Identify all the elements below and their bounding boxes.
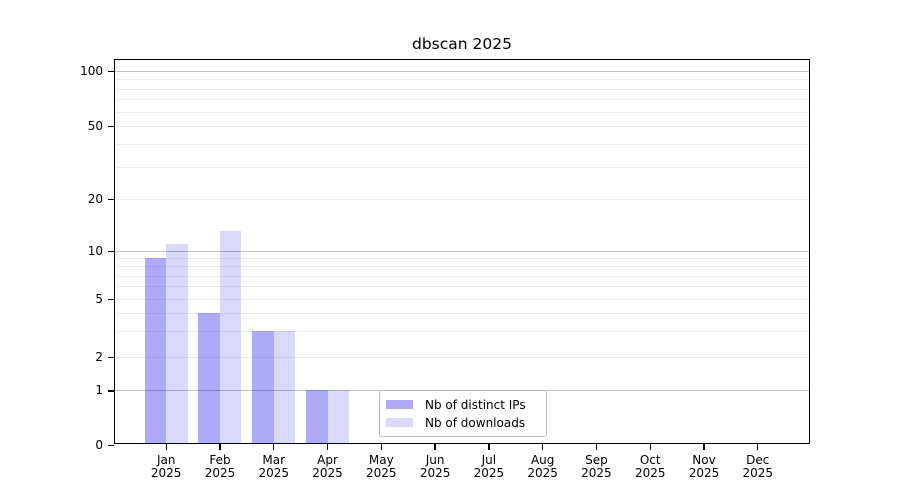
- y-axis-tick-label: 50: [87, 119, 103, 133]
- gridline-major: [115, 251, 809, 252]
- legend-label-downloads: Nb of downloads: [425, 415, 526, 430]
- legend-label-distinct-ips: Nb of distinct IPs: [425, 397, 526, 412]
- gridline-minor: [115, 111, 809, 113]
- gridline-major: [115, 71, 809, 72]
- y-axis-tick-mark: [108, 445, 114, 447]
- x-axis-tick-mark: [649, 443, 651, 450]
- gridline-minor: [115, 266, 809, 268]
- x-axis-tick-label: Nov 2025: [688, 452, 720, 480]
- y-axis-tick-mark: [108, 356, 114, 359]
- x-axis-tick-mark: [703, 443, 705, 450]
- y-axis-tick-label: 0: [95, 438, 103, 452]
- y-axis-tick-mark: [108, 390, 114, 392]
- x-axis-tick-mark: [165, 443, 167, 450]
- gridline-minor: [115, 286, 809, 288]
- gridline-minor: [115, 275, 809, 277]
- x-axis-tick-label: Jul 2025: [473, 452, 505, 480]
- bar-downloads-mar: [273, 331, 296, 445]
- x-axis-tick-label: May 2025: [366, 452, 397, 480]
- bar-downloads-apr: [327, 390, 350, 445]
- legend-swatch-downloads-icon: [386, 417, 413, 428]
- bar-distinct-ips-apr: [306, 390, 328, 445]
- gridline-minor: [115, 198, 809, 200]
- x-axis-tick-label: Jun 2025: [419, 452, 451, 480]
- y-axis-tick-mark: [108, 71, 114, 73]
- chart-title: dbscan 2025: [412, 35, 512, 53]
- gridline-minor: [115, 313, 809, 315]
- legend-item-downloads: Nb of downloads: [386, 416, 540, 430]
- bar-distinct-ips-feb: [198, 313, 220, 445]
- plot-area: 0 1 2 5 10 20 50 100 Jan 2025 Feb 2025 Mar 2025 Apr…: [80, 59, 810, 480]
- gridline-minor: [115, 331, 809, 333]
- gridline-minor: [115, 143, 809, 145]
- y-axis-tick-mark: [108, 299, 114, 301]
- x-axis-tick-mark: [326, 443, 329, 450]
- gridline-minor: [115, 99, 809, 101]
- gridline-minor: [115, 299, 809, 300]
- legend: Nb of distinct IPs Nb of downloads: [379, 390, 547, 437]
- bar-distinct-ips-jan: [144, 258, 167, 445]
- x-axis-tick-mark: [488, 443, 490, 450]
- legend-item-distinct-ips: Nb of distinct IPs: [386, 398, 540, 412]
- x-axis-tick-label: Aug 2025: [527, 452, 558, 480]
- x-axis-tick-label: Dec 2025: [742, 452, 774, 480]
- y-axis-tick-label: 2: [95, 349, 103, 364]
- y-axis-tick-label: 20: [87, 191, 103, 206]
- x-axis-tick-label: Mar 2025: [258, 452, 290, 480]
- gridline-minor: [115, 258, 809, 260]
- x-axis-tick-mark: [380, 443, 382, 450]
- x-axis-tick-mark: [219, 443, 221, 450]
- x-axis-tick-mark: [595, 443, 598, 450]
- x-axis-tick-label: Feb 2025: [204, 452, 236, 480]
- x-axis-tick-mark: [757, 443, 759, 450]
- gridline-minor: [115, 166, 809, 168]
- x-axis-tick-label: Jan 2025: [150, 452, 182, 480]
- gridline-minor: [115, 126, 809, 127]
- x-axis-tick-mark: [434, 443, 436, 450]
- y-axis-tick-label: 10: [87, 244, 103, 258]
- y-axis-tick-label: 5: [95, 292, 103, 306]
- x-axis-tick-mark: [273, 443, 275, 450]
- y-axis-tick-mark: [108, 251, 114, 253]
- gridline-minor: [115, 79, 809, 81]
- bar-downloads-feb: [219, 231, 242, 445]
- y-axis-tick-label: 1: [95, 383, 103, 398]
- x-axis-tick-mark: [542, 443, 544, 450]
- legend-swatch-distinct-ips-icon: [386, 399, 413, 410]
- x-axis-tick-label: Oct 2025: [634, 452, 666, 480]
- y-axis-tick-label: 100: [80, 64, 103, 78]
- bar-downloads-jan: [166, 243, 188, 445]
- gridline-minor: [115, 88, 809, 90]
- y-axis-tick-mark: [108, 198, 114, 200]
- gridline-minor: [115, 356, 809, 358]
- bar-distinct-ips-mar: [252, 331, 274, 445]
- y-axis-tick-mark: [108, 126, 114, 128]
- x-axis-tick-label: Apr 2025: [312, 452, 343, 480]
- x-axis-tick-label: Sep 2025: [581, 452, 612, 480]
